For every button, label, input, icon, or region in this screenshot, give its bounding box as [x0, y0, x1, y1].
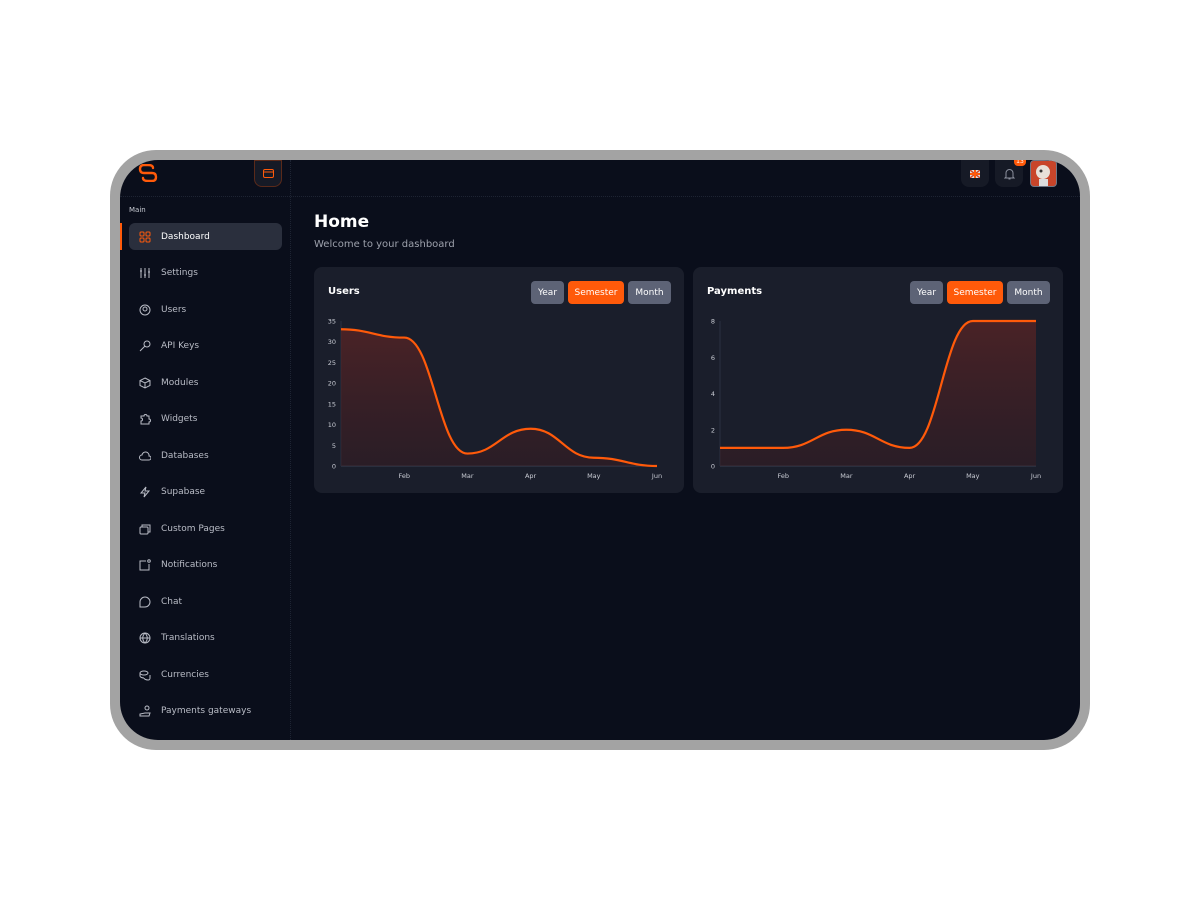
app-screen: Main Dashboard Settings Users API Keys Modul…	[120, 160, 1080, 740]
avatar-image	[1036, 165, 1050, 186]
cloud-icon	[139, 450, 151, 462]
chat-icon	[139, 595, 151, 608]
y-tick-label: 25	[328, 359, 336, 367]
bell-icon	[1003, 168, 1015, 179]
sidebar-item-label: Chat	[161, 596, 183, 607]
sidebar-item-supabase[interactable]: Supabase	[129, 479, 282, 506]
y-tick-label: 0	[332, 463, 336, 471]
x-tick-label: Apr	[525, 472, 537, 480]
sidebar-item-label: Payments gateways	[161, 706, 252, 716]
puzzle-icon	[139, 413, 151, 425]
y-tick-label: 2	[711, 426, 715, 434]
pages-icon	[139, 523, 151, 535]
sidebar-item-payments-gateways[interactable]: Payments gateways	[129, 698, 282, 725]
page-subtitle: Welcome to your dashboard	[314, 239, 455, 250]
window-icon	[262, 169, 274, 178]
grid-icon	[139, 231, 151, 243]
filter-semester-button[interactable]: Semester	[568, 281, 624, 304]
notifications-button[interactable]	[995, 160, 1023, 187]
language-button[interactable]	[961, 160, 989, 187]
notification-icon	[139, 559, 151, 571]
sidebar-item-notifications[interactable]: Notifications	[129, 552, 282, 579]
x-tick-label: Apr	[904, 472, 916, 480]
filter-year-button[interactable]: Year	[531, 281, 564, 304]
logo-icon	[138, 164, 158, 182]
page-title: Home	[314, 212, 370, 232]
y-tick-label: 10	[328, 421, 336, 429]
sidebar-item-databases[interactable]: Databases	[129, 442, 282, 469]
x-tick-label: Jun	[651, 472, 662, 480]
cube-icon	[139, 376, 151, 389]
sidebar-item-api-keys[interactable]: API Keys	[129, 333, 282, 360]
sidebar-section-label: Main	[129, 206, 146, 214]
area-chart: 0 5 10 15 20 25 30 35 Feb Mar Apr May Jun	[328, 318, 662, 481]
sidebar-item-chat[interactable]: Chat	[129, 588, 282, 615]
uk-flag-icon	[970, 169, 980, 178]
active-indicator	[120, 223, 122, 250]
y-tick-label: 35	[328, 318, 336, 326]
y-tick-label: 20	[328, 380, 336, 388]
y-tick-label: 4	[711, 390, 715, 398]
x-tick-label: Feb	[777, 472, 789, 480]
area-fill	[341, 329, 657, 466]
area-chart: 0 2 4 6 8 Feb Mar Apr May Jun	[711, 318, 1041, 481]
sidebar-item-label: API Keys	[161, 341, 200, 351]
users-icon	[139, 304, 151, 316]
sidebar-item-modules[interactable]: Modules	[129, 369, 282, 396]
area-fill	[720, 321, 1036, 466]
sidebar: Main Dashboard Settings Users API Keys Modul…	[120, 160, 291, 740]
y-tick-label: 8	[711, 318, 715, 326]
globe-icon	[139, 632, 151, 644]
hand-coin-icon	[139, 705, 151, 717]
sidebar-item-label: Currencies	[161, 669, 209, 680]
y-tick-label: 5	[332, 442, 336, 450]
y-tick-label: 0	[711, 463, 715, 471]
sidebar-item-label: Modules	[161, 377, 199, 388]
payments-chart-card: Payments Year Semester Month 0 2 4 6 8 Feb Mar Apr M…	[693, 267, 1063, 493]
sidebar-item-translations[interactable]: Translations	[129, 625, 282, 652]
sidebar-item-label: Settings	[161, 268, 198, 278]
sidebar-item-settings[interactable]: Settings	[129, 260, 282, 287]
sidebar-item-label: Supabase	[161, 487, 206, 497]
sidebar-item-label: Notifications	[161, 560, 218, 570]
x-tick-label: Mar	[840, 472, 853, 480]
notification-badge: 13	[1014, 160, 1026, 166]
key-icon	[139, 340, 151, 352]
filter-semester-button[interactable]: Semester	[947, 281, 1003, 304]
x-tick-label: Mar	[461, 472, 474, 480]
sidebar-item-label: Dashboard	[161, 231, 210, 242]
filter-year-button[interactable]: Year	[910, 281, 943, 304]
chart-title: Users	[328, 286, 360, 297]
filter-month-button[interactable]: Month	[628, 281, 671, 304]
sidebar-item-label: Custom Pages	[161, 523, 225, 534]
sidebar-item-users[interactable]: Users	[129, 296, 282, 323]
sidebar-item-label: Databases	[161, 450, 209, 461]
avatar[interactable]	[1030, 160, 1057, 187]
sidebar-item-custom-pages[interactable]: Custom Pages	[129, 515, 282, 542]
sidebar-item-label: Translations	[161, 633, 215, 643]
sidebar-item-currencies[interactable]: Currencies	[129, 661, 282, 688]
x-tick-label: May	[587, 472, 601, 480]
sidebar-item-label: Widgets	[161, 414, 198, 424]
x-tick-label: Jun	[1030, 472, 1041, 480]
x-tick-label: Feb	[398, 472, 410, 480]
sidebar-item-label: Users	[161, 304, 187, 315]
bolt-icon	[139, 486, 151, 498]
chart-title: Payments	[707, 286, 763, 297]
header-divider	[120, 196, 1080, 197]
filter-month-button[interactable]: Month	[1007, 281, 1050, 304]
sidebar-item-dashboard[interactable]: Dashboard	[129, 223, 282, 250]
y-tick-label: 6	[711, 354, 715, 362]
y-tick-label: 15	[328, 400, 336, 408]
users-chart-card: Users Year Semester Month 0 5 10 15 20 25 30 35 Feb M…	[314, 267, 684, 493]
coins-icon	[139, 669, 151, 681]
y-tick-label: 30	[328, 338, 336, 346]
sidebar-item-widgets[interactable]: Widgets	[129, 406, 282, 433]
sliders-icon	[139, 267, 151, 279]
sidebar-toggle-button[interactable]	[254, 160, 282, 187]
x-tick-label: May	[966, 472, 980, 480]
